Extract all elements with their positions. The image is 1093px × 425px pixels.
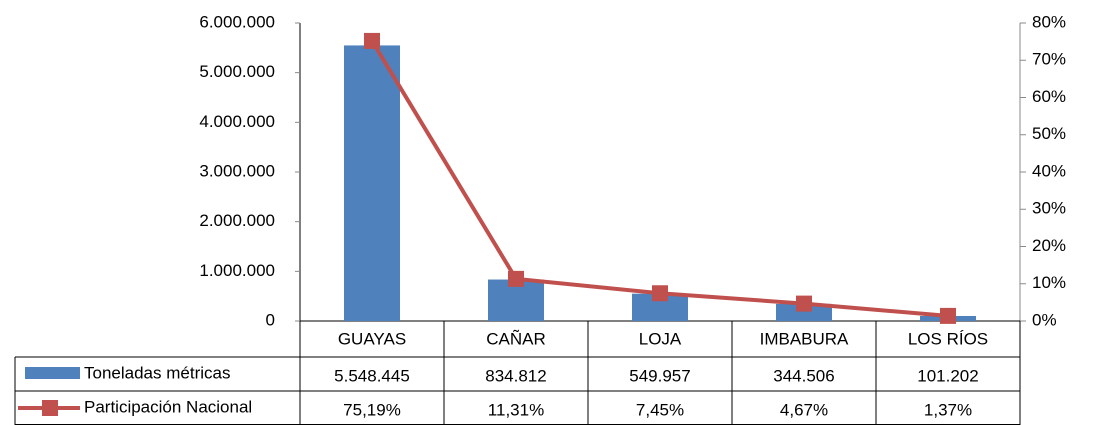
table-value: 1,37%	[924, 400, 972, 419]
bar	[776, 303, 832, 321]
y2-tick-label: 30%	[1032, 199, 1066, 218]
y-tick-label: 3.000.000	[199, 161, 275, 180]
x-tick-label: CAÑAR	[486, 329, 546, 348]
table-value: 834.812	[485, 366, 546, 385]
x-tick-label: IMBABURA	[760, 329, 849, 348]
y-tick-label: 0	[266, 310, 275, 329]
legend-label: Toneladas métricas	[84, 363, 230, 382]
y-tick-label: 4.000.000	[199, 112, 275, 131]
x-tick-label: LOS RÍOS	[908, 329, 988, 348]
y-tick-label: 1.000.000	[199, 261, 275, 280]
y2-tick-label: 20%	[1032, 236, 1066, 255]
y-tick-label: 6.000.000	[199, 12, 275, 31]
marker	[796, 295, 812, 312]
table-value: 344.506	[773, 366, 834, 385]
table-value: 549.957	[629, 366, 690, 385]
table-value: 75,19%	[343, 400, 401, 419]
marker	[652, 285, 668, 302]
table-value: 101.202	[917, 366, 978, 385]
y2-tick-label: 0%	[1032, 310, 1057, 329]
line	[370, 39, 949, 318]
table-value: 11,31%	[488, 400, 544, 419]
marker	[940, 307, 956, 324]
x-tick-label: GUAYAS	[338, 329, 406, 348]
x-tick-label: LOJA	[639, 329, 682, 348]
marker	[364, 32, 380, 49]
legend-label: Participación Nacional	[84, 397, 252, 416]
y2-tick-label: 50%	[1032, 124, 1066, 143]
table-value: 4,67%	[780, 400, 828, 419]
y-tick-label: 5.000.000	[199, 62, 275, 81]
marker	[508, 270, 524, 287]
bar	[344, 45, 400, 321]
y2-tick-label: 10%	[1032, 273, 1066, 292]
legend-swatch	[25, 367, 80, 379]
y2-tick-label: 70%	[1032, 50, 1066, 69]
table-value: 5.548.445	[334, 366, 410, 385]
legend-marker	[42, 400, 58, 416]
y-tick-label: 2.000.000	[199, 211, 275, 230]
table-value: 7,45%	[636, 400, 684, 419]
y2-tick-label: 40%	[1032, 161, 1066, 180]
y2-tick-label: 80%	[1032, 12, 1066, 31]
y2-tick-label: 60%	[1032, 87, 1066, 106]
